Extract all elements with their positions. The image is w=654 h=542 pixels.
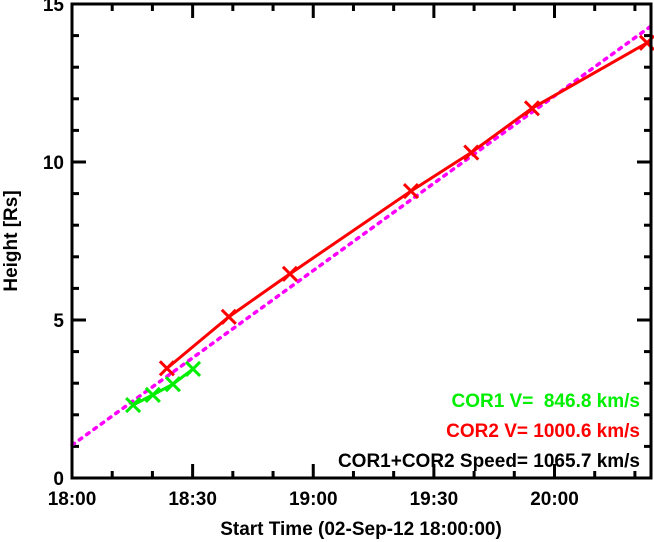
x-tick-label: 20:00 [530,489,579,510]
x-tick-label: 19:00 [289,489,338,510]
data-point-cor2 [402,183,420,200]
x-tick-label: 18:00 [48,489,97,510]
series-line-cor1 [132,367,194,407]
series-line-cor2 [165,41,648,370]
legend-combined-speed: COR1+COR2 Speed= 1065.7 km/s [338,451,640,472]
data-point-cor2 [463,144,480,161]
data-point-cor2 [220,308,237,325]
legend-cor2: COR2 V= 1000.6 km/s [446,421,640,442]
data-point-cor2 [523,100,541,117]
data-point-cor2 [158,360,175,377]
y-axis-label: Height [Rs] [1,190,22,291]
x-tick-label: 19:30 [410,489,459,510]
y-tick-label: 10 [43,153,64,174]
y-tick-label: 5 [53,311,64,332]
data-point-cor1 [144,386,161,403]
y-tick-label: 0 [53,469,64,490]
y-tick-label: 15 [43,0,65,16]
legend-cor1: COR1 V= 846.8 km/s [451,391,640,412]
x-tick-label: 18:30 [168,489,217,510]
data-point-cor1 [184,360,202,378]
data-point-cor1 [164,376,181,393]
data-point-cor2 [281,265,298,282]
plot-frame [70,2,653,480]
x-axis-label: Start Time (02-Sep-12 18:00:00) [220,519,502,540]
data-point-cor1 [125,396,142,414]
